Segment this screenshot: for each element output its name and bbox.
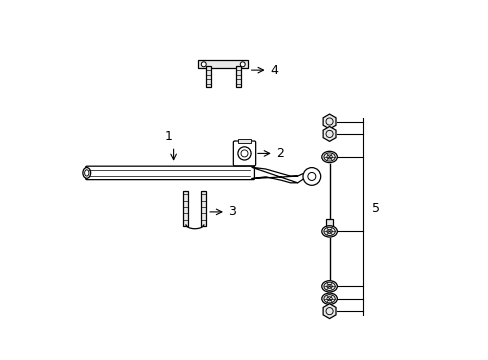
Circle shape	[241, 150, 247, 157]
Text: 2: 2	[276, 147, 284, 160]
Polygon shape	[251, 167, 297, 183]
Ellipse shape	[84, 170, 89, 176]
Circle shape	[201, 62, 206, 67]
Bar	[205, 66, 210, 87]
Ellipse shape	[321, 151, 337, 163]
Circle shape	[303, 168, 320, 185]
Polygon shape	[323, 126, 335, 141]
Polygon shape	[323, 114, 335, 129]
Ellipse shape	[321, 226, 337, 237]
Text: 1: 1	[164, 130, 172, 143]
Bar	[325, 219, 332, 226]
Text: 3: 3	[228, 206, 236, 219]
Bar	[235, 66, 241, 87]
Bar	[198, 60, 247, 68]
Text: 4: 4	[269, 64, 277, 77]
Polygon shape	[323, 304, 335, 319]
Bar	[201, 191, 206, 226]
Ellipse shape	[321, 293, 337, 305]
Bar	[183, 191, 188, 226]
Circle shape	[238, 147, 250, 160]
Circle shape	[240, 62, 244, 67]
FancyBboxPatch shape	[85, 166, 254, 180]
Ellipse shape	[82, 167, 90, 178]
Ellipse shape	[321, 281, 337, 292]
Bar	[237, 139, 251, 144]
Text: 5: 5	[371, 202, 379, 215]
FancyBboxPatch shape	[233, 141, 255, 166]
